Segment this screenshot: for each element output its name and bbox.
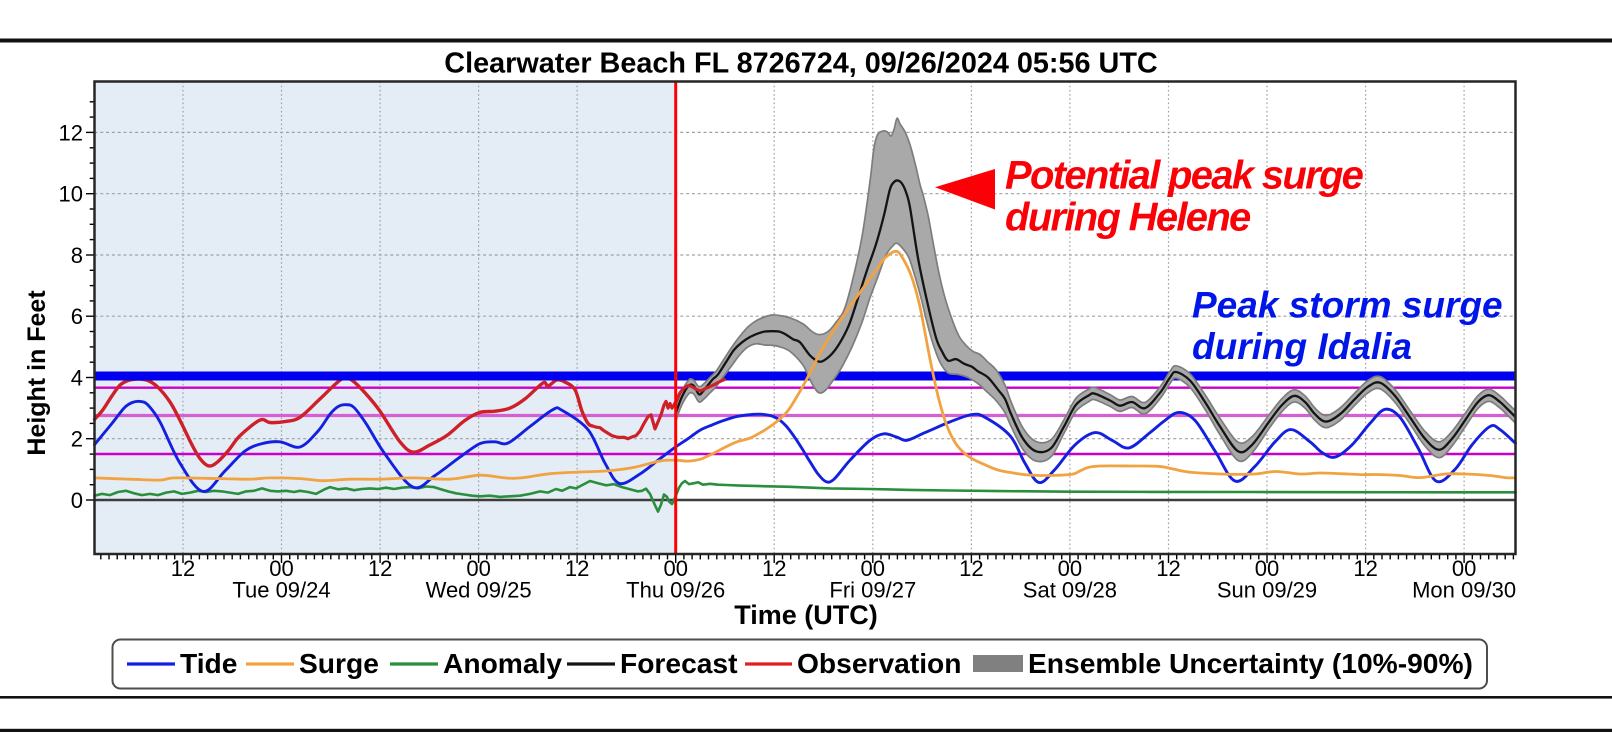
svg-text:00: 00 <box>1255 556 1279 581</box>
svg-text:12: 12 <box>59 120 83 145</box>
svg-text:Wed 09/25: Wed 09/25 <box>426 578 532 603</box>
svg-text:Tide: Tide <box>180 647 237 679</box>
svg-text:6: 6 <box>71 304 83 329</box>
svg-text:during Idalia: during Idalia <box>1192 326 1412 367</box>
svg-text:00: 00 <box>861 556 885 581</box>
svg-text:10: 10 <box>59 182 83 207</box>
svg-text:Thu 09/26: Thu 09/26 <box>626 578 725 603</box>
svg-text:Anomaly: Anomaly <box>443 647 562 679</box>
svg-text:00: 00 <box>1452 556 1476 581</box>
svg-text:Clearwater Beach FL 8726724, 0: Clearwater Beach FL 8726724, 09/26/2024 … <box>444 48 1158 80</box>
svg-text:00: 00 <box>269 556 293 581</box>
svg-text:Time (UTC): Time (UTC) <box>734 600 878 630</box>
svg-text:12: 12 <box>1156 556 1180 581</box>
svg-text:Observation: Observation <box>797 647 961 679</box>
svg-text:00: 00 <box>663 556 687 581</box>
svg-text:Ensemble Uncertainty (10%-90%): Ensemble Uncertainty (10%-90%) <box>1028 647 1473 679</box>
svg-text:8: 8 <box>71 243 83 268</box>
svg-text:2: 2 <box>71 427 83 452</box>
svg-text:Surge: Surge <box>299 647 379 679</box>
svg-text:12: 12 <box>171 556 195 581</box>
svg-text:Mon 09/30: Mon 09/30 <box>1412 578 1516 603</box>
svg-text:0: 0 <box>71 488 83 513</box>
svg-text:Tue 09/24: Tue 09/24 <box>232 578 330 603</box>
svg-text:12: 12 <box>368 556 392 581</box>
svg-text:Fri 09/27: Fri 09/27 <box>829 578 916 603</box>
svg-text:12: 12 <box>762 556 786 581</box>
svg-text:00: 00 <box>1058 556 1082 581</box>
svg-text:12: 12 <box>565 556 589 581</box>
svg-text:12: 12 <box>1353 556 1377 581</box>
svg-text:00: 00 <box>466 556 490 581</box>
svg-text:Height in Feet: Height in Feet <box>23 290 51 456</box>
svg-text:during Helene: during Helene <box>1005 196 1251 240</box>
svg-text:Sat 09/28: Sat 09/28 <box>1023 578 1117 603</box>
svg-text:Peak storm surge: Peak storm surge <box>1192 285 1503 326</box>
svg-text:12: 12 <box>959 556 983 581</box>
svg-text:Sun 09/29: Sun 09/29 <box>1217 578 1317 603</box>
svg-text:4: 4 <box>71 366 83 391</box>
svg-text:Potential peak surge: Potential peak surge <box>1005 154 1364 198</box>
svg-text:Forecast: Forecast <box>620 647 738 679</box>
